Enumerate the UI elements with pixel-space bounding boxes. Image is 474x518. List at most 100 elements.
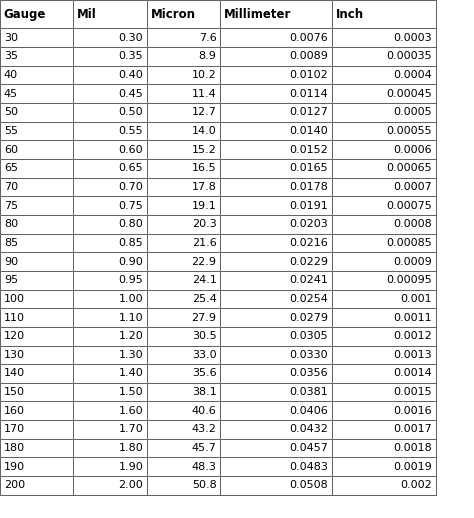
Text: 0.0012: 0.0012 bbox=[393, 331, 432, 341]
Bar bbox=[0, 271, 73, 290]
Bar bbox=[220, 271, 332, 290]
Bar bbox=[332, 420, 436, 439]
Bar bbox=[0, 457, 73, 476]
Bar bbox=[147, 103, 220, 122]
Bar bbox=[332, 159, 436, 178]
Text: 90: 90 bbox=[4, 256, 18, 267]
Text: 0.40: 0.40 bbox=[118, 70, 143, 80]
Bar bbox=[73, 234, 147, 252]
Bar bbox=[0, 122, 73, 140]
Bar bbox=[147, 364, 220, 383]
Bar bbox=[332, 28, 436, 47]
Bar bbox=[147, 401, 220, 420]
Bar bbox=[332, 383, 436, 401]
Bar bbox=[73, 252, 147, 271]
Bar bbox=[0, 252, 73, 271]
Bar bbox=[0, 28, 73, 47]
Bar bbox=[147, 290, 220, 308]
Text: 0.50: 0.50 bbox=[118, 107, 143, 118]
Bar bbox=[220, 215, 332, 234]
Bar bbox=[332, 84, 436, 103]
Text: 85: 85 bbox=[4, 238, 18, 248]
Bar bbox=[332, 140, 436, 159]
Bar bbox=[73, 383, 147, 401]
Bar bbox=[332, 476, 436, 495]
Bar bbox=[147, 364, 220, 383]
Text: 0.0254: 0.0254 bbox=[289, 294, 328, 304]
Bar bbox=[73, 457, 147, 476]
Text: 0.002: 0.002 bbox=[401, 480, 432, 491]
Bar bbox=[0, 215, 73, 234]
Text: 14.0: 14.0 bbox=[192, 126, 217, 136]
Text: 33.0: 33.0 bbox=[192, 350, 217, 360]
Bar bbox=[147, 178, 220, 196]
Bar bbox=[332, 47, 436, 66]
Bar bbox=[147, 252, 220, 271]
Bar bbox=[332, 383, 436, 401]
Text: 1.60: 1.60 bbox=[118, 406, 143, 416]
Bar bbox=[147, 383, 220, 401]
Bar bbox=[0, 346, 73, 364]
Bar bbox=[0, 439, 73, 457]
Bar bbox=[220, 308, 332, 327]
Bar bbox=[73, 439, 147, 457]
Bar bbox=[220, 140, 332, 159]
Bar bbox=[73, 196, 147, 215]
Bar bbox=[73, 420, 147, 439]
Text: 0.00065: 0.00065 bbox=[387, 163, 432, 174]
Text: 0.0016: 0.0016 bbox=[394, 406, 432, 416]
Bar bbox=[332, 215, 436, 234]
Bar bbox=[220, 47, 332, 66]
Bar bbox=[73, 103, 147, 122]
Bar bbox=[73, 401, 147, 420]
Text: 0.0178: 0.0178 bbox=[289, 182, 328, 192]
Bar bbox=[147, 457, 220, 476]
Bar bbox=[0, 122, 73, 140]
Bar bbox=[220, 420, 332, 439]
Bar bbox=[147, 0, 220, 28]
Text: 0.0089: 0.0089 bbox=[289, 51, 328, 62]
Text: 100: 100 bbox=[4, 294, 25, 304]
Bar bbox=[73, 327, 147, 346]
Text: 1.40: 1.40 bbox=[118, 368, 143, 379]
Bar bbox=[332, 84, 436, 103]
Bar bbox=[0, 0, 73, 28]
Bar bbox=[147, 383, 220, 401]
Text: 0.60: 0.60 bbox=[118, 145, 143, 155]
Text: 0.0203: 0.0203 bbox=[289, 219, 328, 229]
Bar bbox=[73, 66, 147, 84]
Text: 0.0011: 0.0011 bbox=[394, 312, 432, 323]
Text: 0.0006: 0.0006 bbox=[394, 145, 432, 155]
Text: 50.8: 50.8 bbox=[192, 480, 217, 491]
Text: 0.00095: 0.00095 bbox=[386, 275, 432, 285]
Bar bbox=[220, 159, 332, 178]
Bar bbox=[220, 140, 332, 159]
Bar bbox=[73, 47, 147, 66]
Bar bbox=[147, 308, 220, 327]
Bar bbox=[220, 457, 332, 476]
Text: 70: 70 bbox=[4, 182, 18, 192]
Text: 0.0076: 0.0076 bbox=[289, 33, 328, 43]
Bar bbox=[147, 84, 220, 103]
Bar bbox=[0, 364, 73, 383]
Text: 0.0152: 0.0152 bbox=[289, 145, 328, 155]
Bar bbox=[73, 271, 147, 290]
Bar bbox=[73, 364, 147, 383]
Bar bbox=[147, 420, 220, 439]
Bar bbox=[147, 327, 220, 346]
Bar bbox=[332, 290, 436, 308]
Bar bbox=[0, 103, 73, 122]
Text: 50: 50 bbox=[4, 107, 18, 118]
Bar bbox=[220, 439, 332, 457]
Bar bbox=[147, 271, 220, 290]
Text: 0.45: 0.45 bbox=[118, 89, 143, 99]
Bar bbox=[0, 178, 73, 196]
Bar bbox=[0, 308, 73, 327]
Bar bbox=[73, 159, 147, 178]
Bar bbox=[147, 252, 220, 271]
Bar bbox=[147, 476, 220, 495]
Bar bbox=[220, 271, 332, 290]
Bar bbox=[0, 215, 73, 234]
Bar bbox=[147, 103, 220, 122]
Bar bbox=[73, 290, 147, 308]
